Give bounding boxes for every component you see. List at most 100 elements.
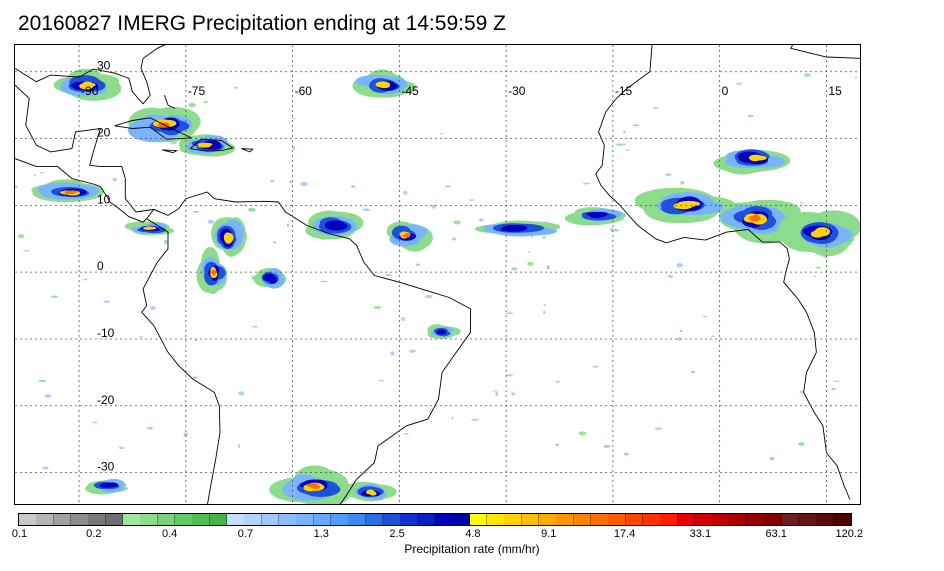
precip-cell-central-america-pacific — [67, 190, 78, 193]
precip-speck — [320, 280, 328, 283]
colorbar-swatch — [244, 514, 263, 525]
precip-speck — [17, 234, 25, 239]
colorbar-swatch — [400, 514, 419, 525]
precip-speck — [286, 223, 290, 227]
coastline-africa-west — [595, 45, 851, 500]
precip-speck — [291, 117, 296, 120]
colorbar-swatch — [764, 514, 783, 525]
precip-speck — [451, 237, 456, 241]
colorbar-swatch — [521, 514, 540, 525]
colorbar-swatch — [296, 514, 315, 525]
colorbar-swatch — [383, 514, 401, 525]
precip-cell-central-africa — [810, 230, 825, 238]
precip-speck — [103, 300, 110, 303]
precip-speck — [390, 351, 395, 356]
precip-speck — [555, 380, 561, 383]
colorbar-swatch — [140, 514, 159, 525]
precip-speck — [139, 335, 143, 338]
precip-speck — [654, 427, 663, 431]
precip-speck — [505, 374, 514, 377]
colorbar-swatch — [556, 514, 575, 525]
precip-speck — [415, 263, 420, 267]
precip-cell-atlantic-subtropical — [379, 83, 389, 89]
colorbar-swatch — [643, 514, 661, 525]
colorbar-swatch — [435, 514, 453, 525]
colorbar-swatch — [487, 514, 505, 525]
lon-label: -75 — [188, 84, 206, 98]
precip-speck — [679, 329, 683, 333]
colorbar-swatch — [539, 514, 557, 525]
precip-speck — [42, 466, 49, 470]
precip-speck — [799, 202, 804, 204]
colorbar-swatch — [781, 514, 800, 525]
precip-speck — [667, 275, 674, 278]
precip-speck — [50, 295, 59, 298]
precip-speck — [610, 227, 614, 232]
precip-speck — [603, 444, 611, 448]
precip-speck — [170, 141, 177, 145]
precip-speck — [677, 337, 681, 341]
coastline-mediterranean — [652, 45, 860, 59]
precip-speck — [710, 335, 715, 338]
precip-speck — [33, 174, 36, 177]
precip-speck — [192, 210, 200, 213]
precip-speck — [555, 443, 560, 446]
precip-cell-west-africa — [674, 203, 693, 210]
precip-speck — [269, 179, 275, 183]
precip-speck — [623, 452, 629, 456]
precip-speck — [527, 261, 534, 266]
colorbar-tick-label: 120.2 — [835, 528, 864, 540]
colorbar-swatch — [175, 514, 193, 525]
precip-speck — [813, 275, 816, 278]
colorbar-swatch — [729, 514, 748, 525]
colorbar-swatch — [279, 514, 297, 525]
lon-label: 0 — [722, 84, 729, 98]
precip-speck — [409, 349, 416, 353]
precip-speck — [527, 251, 530, 253]
lon-label: -60 — [295, 84, 313, 98]
precip-speck — [546, 265, 550, 270]
precip-speck — [39, 171, 45, 174]
precip-speck — [424, 294, 433, 299]
precip-cell-panama — [144, 226, 154, 230]
colorbar-swatch — [573, 514, 592, 525]
lon-label: 15 — [828, 84, 842, 98]
colorbar-swatch — [504, 514, 523, 525]
precip-cell-hispaniola — [201, 143, 211, 147]
precip-speck — [769, 456, 775, 461]
colorbar-swatch — [71, 514, 89, 525]
precip-speck — [468, 199, 475, 201]
precip-speck — [150, 306, 156, 311]
colorbar-label: Precipitation rate (mm/hr) — [404, 542, 540, 556]
colorbar-swatch — [452, 514, 471, 525]
lat-label: -20 — [97, 393, 115, 407]
colorbar-swatch — [417, 514, 436, 525]
precip-speck — [292, 146, 296, 150]
precip-speck — [351, 185, 356, 188]
precip-speck — [530, 235, 533, 239]
colorbar-tick-label: 0.1 — [11, 528, 28, 540]
lat-label: -30 — [97, 460, 115, 474]
coastline-cuba — [114, 117, 192, 140]
coastline-hispaniola — [189, 138, 234, 152]
colorbar-swatch — [712, 514, 731, 525]
colorbar-swatch — [53, 514, 72, 525]
precip-speck — [385, 273, 392, 277]
precip-speck — [613, 229, 619, 232]
precip-speck — [799, 390, 804, 394]
lat-label: 30 — [97, 59, 111, 73]
precip-cell-nigeria — [748, 215, 761, 222]
precip-cell-gulf-of-mexico — [81, 82, 96, 87]
precip-speck — [444, 185, 451, 188]
colorbar-swatch — [209, 514, 228, 525]
precip-speck — [478, 218, 484, 222]
precip-speck — [491, 390, 499, 392]
precip-speck — [543, 310, 546, 315]
colorbar-swatch — [36, 514, 55, 525]
precip-speck — [112, 177, 117, 182]
precip-speck — [505, 312, 514, 315]
precip-speck — [403, 433, 409, 435]
precip-cell-amazon-west — [211, 270, 216, 275]
colorbar-tick-label: 9.1 — [541, 528, 557, 540]
precip-speck — [22, 249, 30, 252]
